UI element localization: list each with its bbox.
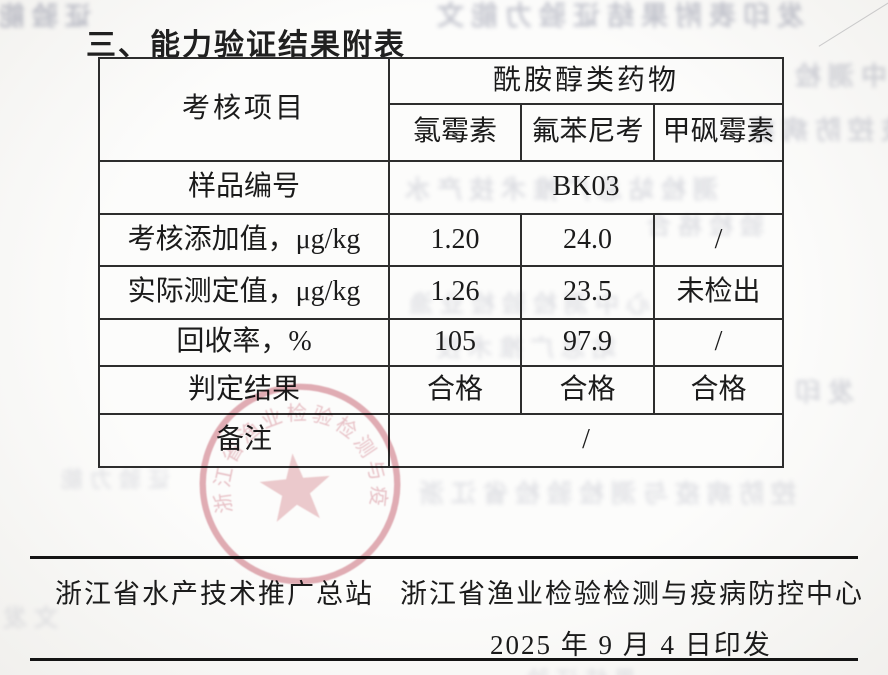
drug-class-header-cell: 酰胺醇类药物 (388, 57, 784, 105)
table-row-group-header: 考核项目 酰胺醇类药物 (98, 57, 784, 162)
table-row-sample-id: 样品编号 BK03 (98, 160, 784, 215)
verdict-thiamphenicol: 合格 (653, 365, 784, 415)
remarks-value: / (388, 413, 784, 468)
recovery-chloramphenicol: 105 (388, 318, 522, 367)
corner-header-cell: 考核项目 (98, 57, 390, 162)
spiked-value-thiamphenicol: / (653, 213, 784, 267)
measured-value-thiamphenicol: 未检出 (653, 265, 784, 320)
bleed-through-strip: 证验能 (0, 1, 92, 31)
measured-value-chloramphenicol: 1.26 (388, 265, 522, 320)
results-table: 考核项目 酰胺醇类药物 氯霉素 氟苯尼考 甲砜霉素 样品编号 BK03 考核添加… (98, 57, 784, 468)
footer-org-2: 浙江省渔业检验检测与疫病防控中心 (400, 579, 864, 609)
footer-organizations: 浙江省水产技术推广总站 浙江省渔业检验检测与疫病防控中心 (55, 572, 864, 611)
page-title: 三、能力验证结果附表 (86, 29, 406, 62)
recovery-florfenicol: 97.9 (520, 318, 655, 367)
recovery-thiamphenicol: / (653, 318, 784, 367)
footer-org-1: 浙江省水产技术推广总站 (55, 579, 374, 609)
remarks-label: 备注 (98, 413, 390, 468)
sample-id-label: 样品编号 (98, 160, 390, 215)
verdict-florfenicol: 合格 (520, 365, 655, 415)
spiked-value-chloramphenicol: 1.20 (388, 213, 522, 267)
table-row-spiked-value: 考核添加值，μg/kg 1.20 24.0 / (98, 213, 784, 267)
verdict-label: 判定结果 (98, 365, 390, 415)
table-row-column-headers: 氯霉素 氟苯尼考 甲砜霉素 (99, 103, 784, 162)
recovery-label: 回收率，% (98, 318, 390, 367)
footer-top-rule (30, 556, 858, 559)
column-header-thiamphenicol: 甲砜霉素 (653, 103, 784, 162)
column-header-florfenicol: 氟苯尼考 (520, 103, 655, 162)
paper-crease (818, 0, 888, 47)
sample-id-value: BK03 (388, 160, 784, 215)
bleed-through-strip: 文发 (0, 605, 58, 632)
footer-issue-date: 2025 年 9 月 4 日印发 (490, 630, 772, 660)
bleed-through-strip: 控防病疫与测检验检省江浙 (412, 480, 797, 508)
bleed-through-strip: 发印 (788, 377, 855, 407)
verdict-chloramphenicol: 合格 (388, 365, 522, 415)
measured-value-florfenicol: 23.5 (520, 265, 655, 320)
column-header-chloramphenicol: 氯霉素 (388, 103, 522, 162)
bleed-through-strip: 发印表附果结证验力能文 (430, 1, 804, 31)
table-row-measured-value: 实际测定值，μg/kg 1.26 23.5 未检出 (98, 265, 784, 320)
spiked-value-florfenicol: 24.0 (520, 213, 655, 267)
bleed-through-strip: 果结证验 (520, 662, 636, 675)
table-row-remarks: 备注 / (98, 413, 784, 468)
table-row-recovery: 回收率，% 105 97.9 / (98, 318, 784, 367)
spiked-value-label: 考核添加值，μg/kg (98, 213, 390, 267)
measured-value-label: 实际测定值，μg/kg (98, 265, 390, 320)
table-row-verdict: 判定结果 合格 合格 合格 (98, 365, 784, 415)
bleed-through-strip: 心中测检 (788, 61, 888, 91)
footer-bottom-rule (30, 658, 858, 661)
